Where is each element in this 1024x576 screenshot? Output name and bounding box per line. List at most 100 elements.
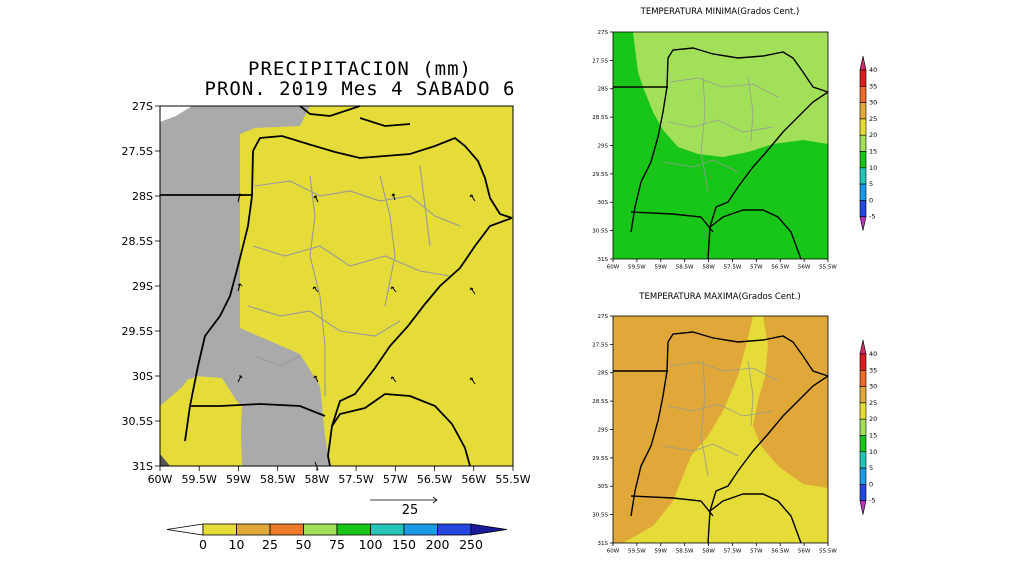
lat-tick-label: 29S [598,427,609,433]
tmin-title: TEMPERATURA MINIMA(Grados Cent.) [640,7,800,17]
precip-blob-southwest [164,378,242,466]
temp-colorbar-swatch [859,151,867,169]
precip-colorbar: 0 10 25 50 75 100 150 200 250 [166,523,508,552]
tmin-colorbar: 40 35 30 25 20 15 10 5 0 -5 [859,55,877,231]
lat-tick-label: 29.5S [122,325,153,338]
lat-tick-label: 27S [598,30,609,36]
lat-tick-label: 31S [598,257,609,263]
temp-colorbar-swatch [859,85,867,103]
lat-tick-label: 31S [598,541,609,547]
temp-colorbar-swatch [859,484,867,501]
lon-tick-label: 60W [607,265,620,271]
dark-corner [160,454,170,466]
lat-tick-label: 29.5S [592,456,608,462]
tmax-title: TEMPERATURA MAXIMA(Grados Cent.) [639,292,801,302]
tmax-province-lines [662,360,779,477]
lon-tick-label: 59.5W [182,473,217,486]
tmax-lat-axis: 27S 27.5S 28S 28.5S 29S 29.5S 30S 30.5S 31S [592,314,613,547]
colorbar-label: 150 [392,537,416,552]
tmax-field-mild [623,316,828,543]
temp-colorbar-swatch [859,167,867,185]
colorbar-max-triangle [470,523,508,536]
lon-tick-label: 55.5W [495,473,530,486]
colorbar-label: 25 [262,537,278,552]
lat-tick-label: 30S [598,484,609,490]
temp-colorbar-min-triangle [859,500,867,515]
lat-tick-label: 28.5S [592,115,608,121]
colorbar-swatch [336,523,371,536]
temp-colorbar-swatch [859,102,867,120]
temp-colorbar-label: -5 [869,213,875,221]
tmax-lon-axis: 60W 59.5W 59W 58.5W 58W 57.5W 57W 56.5W 56W 55.5W [607,543,837,555]
lat-axis: 27S 27.5S 28S 28.5S 29S 29.5S 30S 30.5S 31S [122,100,160,473]
precip-title-line2: PRON. 2019 Mes 4 SABADO 6 [204,78,516,100]
lat-tick-label: 30.5S [592,513,608,519]
lon-tick-label: 60W [148,473,173,486]
lon-tick-label: 56.5W [771,549,789,555]
lon-tick-label: 59.5W [628,549,646,555]
colorbar-label: 100 [359,537,383,552]
tmin-lon-axis: 60W 59.5W 59W 58.5W 58W 57.5W 57W 56.5W 56W 55.5W [607,259,837,271]
masked-area-west [160,106,330,466]
colorbar-label: 250 [459,537,483,552]
lon-tick-label: 59W [655,549,668,555]
colorbar-swatch [236,523,271,536]
temp-colorbar-label: 35 [869,82,877,90]
colorbar-swatch [370,523,405,536]
temp-colorbar-swatch [859,451,867,469]
temp-colorbar-label: 15 [869,432,877,440]
temp-colorbar-label: 0 [869,196,873,204]
tmin-field-north [613,32,828,157]
temp-colorbar-swatch [859,200,867,217]
colorbar-min-triangle [166,523,204,536]
lon-tick-label: 57W [383,473,408,486]
lon-tick-label: 57.5W [338,473,373,486]
lat-tick-label: 28.5S [592,399,608,405]
temp-colorbar-swatch [859,353,867,371]
temp-colorbar-label: 10 [869,448,877,456]
colorbar-swatch [437,523,472,536]
temp-colorbar-label: 20 [869,131,877,139]
temp-colorbar-swatch [859,118,867,136]
temp-colorbar-label: 40 [869,66,877,74]
colorbar-swatch [303,523,338,536]
lat-tick-label: 31S [132,460,153,473]
temp-colorbar-min-triangle [859,216,867,231]
lat-tick-label: 27.5S [592,342,608,348]
vector-reference-label: 25 [401,503,419,518]
lon-tick-label: 56W [798,549,811,555]
lat-tick-label: 30.5S [122,415,153,428]
lon-tick-label: 56W [461,473,486,486]
temp-colorbar-swatch [859,467,867,485]
colorbar-swatch [269,523,304,536]
colorbar-label: 50 [296,537,312,552]
lon-tick-label: 58.5W [676,549,694,555]
temp-colorbar-label: 30 [869,383,877,391]
temp-colorbar-label: 25 [869,115,877,123]
colorbar-swatch [403,523,438,536]
lon-tick-label: 60W [607,549,620,555]
temp-colorbar-swatch [859,369,867,387]
temp-colorbar-label: 40 [869,350,877,358]
precip-title-line1: PRECIPITACION (mm) [248,58,472,80]
temp-colorbar-label: 20 [869,415,877,423]
lat-tick-label: 30.5S [592,229,608,235]
lon-axis: 60W 59.5W 59W 58.5W 58W 57.5W 57W 56.5W 56W 55.5W [148,466,530,486]
province-lines [247,165,461,396]
lon-tick-label: 59W [655,265,668,271]
lon-tick-label: 55.5W [819,549,837,555]
lat-tick-label: 28S [598,371,609,377]
no-data-corner [160,106,192,122]
temp-colorbar-label: -5 [869,497,875,505]
lat-tick-label: 30S [598,200,609,206]
lat-tick-label: 27S [598,314,609,320]
lon-tick-label: 57.5W [724,549,742,555]
temp-colorbar-label: 10 [869,164,877,172]
lat-tick-label: 27.5S [122,145,153,158]
tmin-borders [613,47,829,260]
precipitation-map: 27S 27.5S 28S 28.5S 29S 29.5S 30S 30.5S 31S 60W 5… [122,100,530,486]
temp-colorbar-swatch [859,134,867,152]
tmax-map: 27S 27.5S 28S 28.5S 29S 29.5S 30S 30.5S 31S 60W 5… [592,314,837,555]
temp-colorbar-label: 5 [869,180,873,188]
temp-colorbar-label: 35 [869,366,877,374]
